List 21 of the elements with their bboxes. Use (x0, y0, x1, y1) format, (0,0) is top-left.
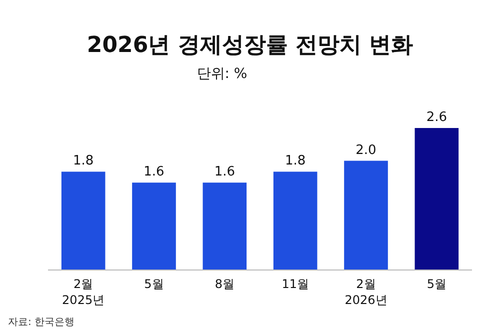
bar (202, 182, 247, 270)
data-label: 1.6 (144, 164, 164, 180)
x-tick-label: 11월 (282, 277, 309, 291)
chart-subtitle: 단위: % (196, 66, 248, 82)
x-tick-label: 5월 (144, 277, 164, 291)
x-tick-label: 5월 (426, 277, 446, 291)
bar (344, 160, 388, 270)
data-label: 1.8 (72, 154, 94, 169)
bar (132, 182, 176, 270)
text: 자료: 한국은행 (8, 317, 75, 328)
data-label: 1.8 (284, 154, 306, 169)
x-tick-label: 2월 2026년 (344, 277, 388, 307)
bar (414, 128, 459, 270)
bar (61, 172, 106, 270)
data-label: 2.6 (426, 110, 448, 125)
x-tick-label: 2월 2025년 (62, 277, 105, 307)
data-label: 2.0 (356, 142, 376, 158)
x-tick-label: 8월 (214, 277, 234, 291)
chart-title: 2026년 경제성장률 전망치 변화 (86, 33, 414, 58)
bar (273, 172, 318, 270)
data-label: 1.6 (214, 164, 236, 180)
